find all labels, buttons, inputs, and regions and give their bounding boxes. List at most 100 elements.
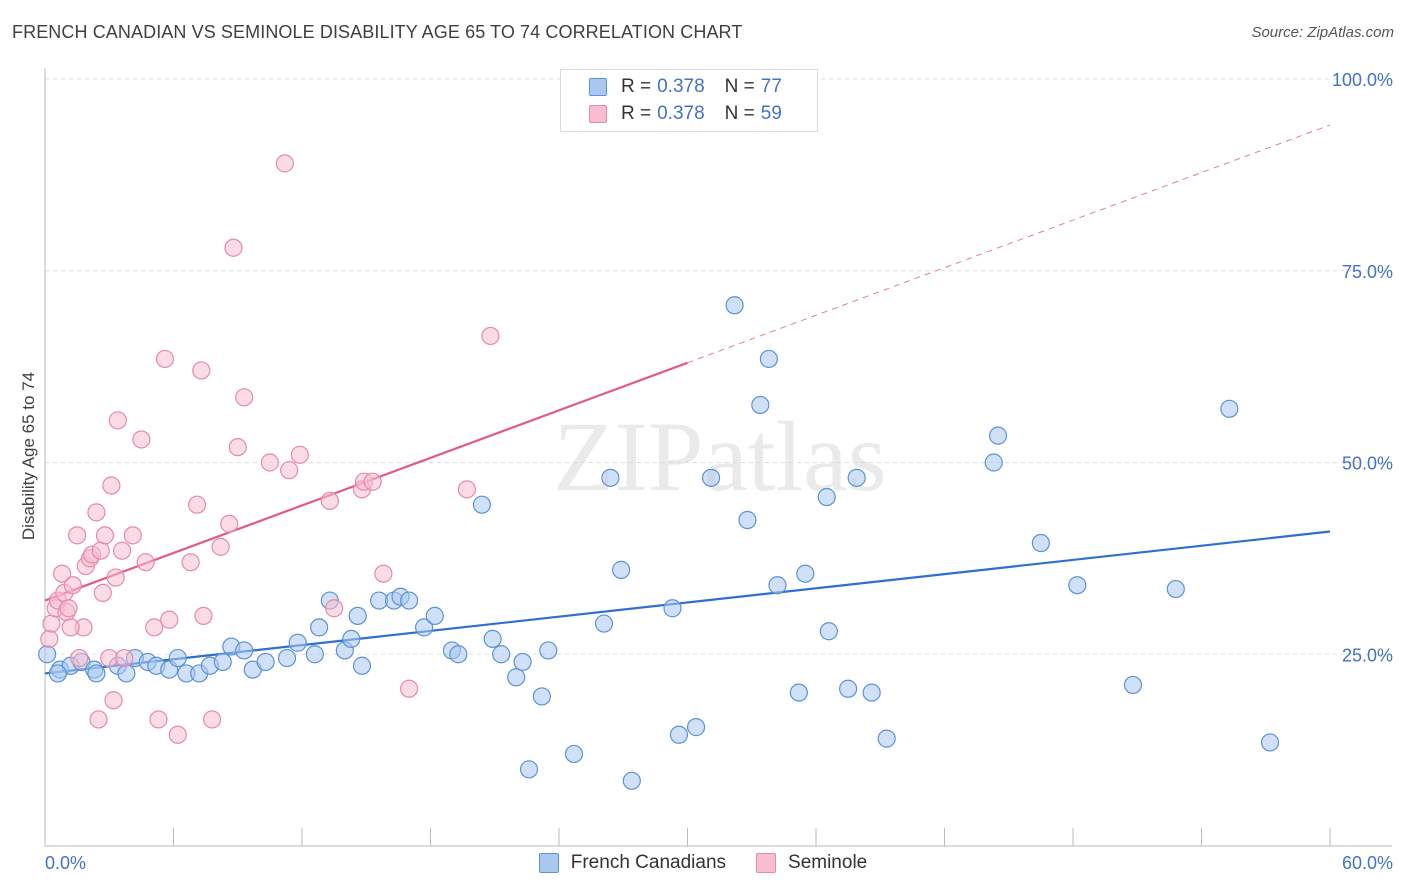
point-french-canadians <box>988 426 1008 445</box>
point-seminole <box>42 614 61 633</box>
point-seminole <box>91 541 110 560</box>
legend-row-french-canadians: R = 0.378 N = 77 <box>589 75 782 99</box>
bottom-legend-seminole: Seminole <box>756 852 867 874</box>
point-french-canadians <box>235 641 254 660</box>
legend-r-value: 0.378 <box>657 76 705 97</box>
point-seminole <box>228 438 247 457</box>
trendline-french-canadians <box>44 530 1331 675</box>
point-seminole <box>160 610 179 629</box>
point-french-canadians <box>288 633 307 652</box>
point-french-canadians <box>352 656 372 675</box>
point-seminole <box>89 710 108 729</box>
point-french-canadians <box>751 395 770 415</box>
point-french-canadians <box>38 645 57 664</box>
point-seminole <box>275 154 294 173</box>
point-seminole <box>211 537 230 556</box>
legend: R = 0.378 N = 77 R = 0.378 N = 59 <box>560 69 818 132</box>
y-tick-label: 75.0% <box>1342 262 1393 282</box>
point-french-canadians <box>507 668 526 687</box>
point-french-canadians <box>1031 533 1050 553</box>
point-seminole <box>112 541 132 560</box>
bottom-legend-swatch-pink <box>756 853 777 873</box>
point-french-canadians <box>862 683 881 702</box>
bottom-legend-label: French Canadians <box>570 852 727 873</box>
point-seminole <box>235 388 254 407</box>
point-french-canadians <box>701 468 721 487</box>
legend-row-seminole: R = 0.378 N = 59 <box>589 102 782 126</box>
point-seminole <box>70 648 89 668</box>
trendline-seminole <box>687 124 1331 364</box>
point-french-canadians <box>48 664 67 683</box>
point-seminole <box>61 618 80 637</box>
point-seminole <box>187 495 207 514</box>
point-french-canadians <box>256 652 275 672</box>
y-axis-label: Disability Age 65 to 74 <box>19 372 38 540</box>
point-seminole <box>290 445 309 464</box>
point-seminole <box>104 691 123 710</box>
point-french-canadians <box>839 679 858 698</box>
point-french-canadians <box>425 606 444 626</box>
point-french-canadians <box>168 648 187 668</box>
point-french-canadians <box>564 744 584 764</box>
point-french-canadians <box>539 641 558 660</box>
point-french-canadians <box>449 645 468 664</box>
point-seminole <box>102 476 121 495</box>
point-french-canadians <box>663 599 682 618</box>
point-french-canadians <box>819 622 838 641</box>
point-french-canadians <box>759 349 778 369</box>
point-french-canadians <box>686 718 706 737</box>
point-french-canadians <box>669 725 689 744</box>
point-seminole <box>192 361 211 380</box>
point-seminole <box>95 526 115 545</box>
point-seminole <box>181 553 200 572</box>
point-seminole <box>280 461 299 480</box>
point-seminole <box>123 526 142 545</box>
point-seminole <box>68 526 87 545</box>
point-seminole <box>202 710 222 729</box>
point-french-canadians <box>1123 675 1143 695</box>
point-french-canadians <box>601 468 620 487</box>
point-seminole <box>149 710 168 729</box>
point-seminole <box>168 725 187 744</box>
legend-r-value: 0.378 <box>657 103 705 124</box>
point-seminole <box>481 326 500 346</box>
point-french-canadians <box>789 683 808 702</box>
point-seminole <box>108 411 127 430</box>
x-tick-labels: 0.0% 60.0% <box>45 853 1393 873</box>
point-french-canadians <box>1220 399 1239 418</box>
legend-r-label: R = <box>621 76 652 97</box>
y-tick-labels: 25.0% 50.0% 75.0% 100.0% <box>1332 70 1393 665</box>
point-french-canadians <box>1166 579 1185 599</box>
watermark: ZIPatlas <box>553 401 886 512</box>
legend-swatch-blue <box>589 78 607 96</box>
point-french-canadians <box>817 487 836 507</box>
point-seminole <box>53 564 72 583</box>
bottom-legend-label: Seminole <box>788 852 868 873</box>
point-french-canadians <box>519 760 539 779</box>
point-french-canadians <box>725 296 744 315</box>
grid-lines <box>45 78 1392 655</box>
point-seminole <box>132 430 151 449</box>
point-seminole <box>63 576 82 595</box>
point-seminole <box>363 472 382 491</box>
point-french-canadians <box>305 645 324 664</box>
point-french-canadians <box>492 645 511 664</box>
point-seminole <box>40 629 59 649</box>
point-french-canadians <box>472 495 491 514</box>
x-tick-label: 0.0% <box>45 853 86 873</box>
point-french-canadians <box>213 652 232 672</box>
point-french-canadians <box>768 576 787 595</box>
point-seminole <box>457 480 477 499</box>
x-tick-label: 60.0% <box>1342 853 1393 873</box>
point-seminole <box>136 553 155 572</box>
point-seminole <box>194 606 213 626</box>
legend-swatch-pink <box>589 105 607 123</box>
point-french-canadians <box>414 618 434 637</box>
point-seminole <box>325 599 344 618</box>
point-seminole <box>59 599 78 618</box>
point-french-canadians <box>342 629 361 649</box>
y-tick-label: 100.0% <box>1332 70 1393 90</box>
axes <box>44 68 1392 847</box>
point-french-canadians <box>877 729 896 748</box>
